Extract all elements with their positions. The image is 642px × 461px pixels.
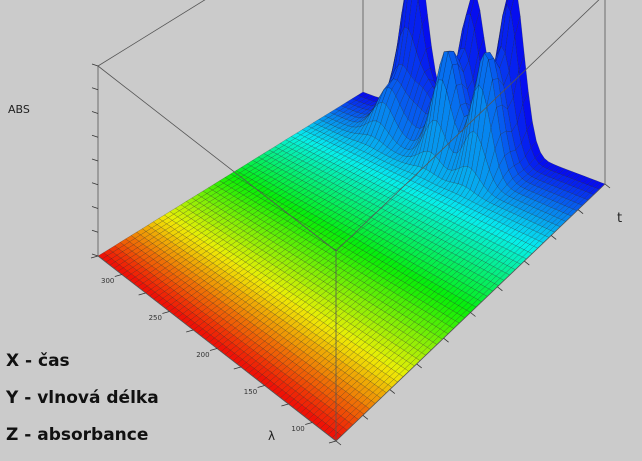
t-axis-label: t	[617, 211, 622, 226]
t-tick	[550, 235, 557, 240]
t-tick	[524, 260, 530, 266]
frame-top-right	[335, 0, 600, 252]
t-tick	[335, 440, 342, 446]
z-tick	[91, 111, 99, 114]
lambda-tick	[305, 422, 313, 425]
lambda-tick-label: 250	[149, 314, 162, 322]
tick-marks: 300 250 200 150 100	[90, 63, 611, 446]
lambda-tick	[257, 385, 265, 388]
lambda-tick	[281, 403, 289, 407]
lambda-tick	[233, 366, 241, 370]
t-tick	[604, 183, 611, 189]
lambda-tick	[90, 255, 99, 259]
legend-z-axis: Z - absorbance	[6, 425, 149, 445]
z-tick	[91, 229, 99, 233]
t-tick	[497, 286, 503, 292]
lambda-axis-label: λ	[268, 429, 275, 443]
legend-y-axis: Y - vlnová délka	[6, 388, 159, 408]
lambda-tick	[138, 292, 146, 296]
lambda-tick	[186, 329, 194, 333]
z-tick	[91, 182, 99, 186]
z-tick	[91, 158, 99, 162]
lambda-tick	[328, 440, 337, 444]
surface-mesh	[97, 0, 606, 442]
lambda-tick	[209, 348, 218, 351]
frame-top-left	[97, 0, 206, 67]
lambda-tick	[114, 274, 122, 277]
t-tick	[362, 414, 369, 420]
z-tick	[91, 134, 99, 138]
lambda-tick-label: 200	[196, 351, 209, 359]
t-tick	[577, 209, 584, 215]
lambda-tick	[162, 311, 170, 314]
z-axis-label: ABS	[8, 103, 30, 116]
lambda-tick-label: 150	[244, 388, 257, 396]
t-tick	[416, 363, 422, 369]
z-tick	[91, 253, 99, 257]
z-tick	[91, 63, 99, 67]
frame-top-front	[97, 65, 337, 252]
t-tick	[389, 389, 396, 394]
z-tick	[91, 206, 99, 209]
legend-x-axis: X - čas	[6, 351, 70, 371]
lambda-tick-label: 300	[101, 277, 114, 285]
lambda-tick-label: 100	[291, 425, 304, 433]
t-tick	[470, 312, 476, 317]
t-tick	[443, 337, 449, 343]
z-tick	[91, 87, 99, 91]
